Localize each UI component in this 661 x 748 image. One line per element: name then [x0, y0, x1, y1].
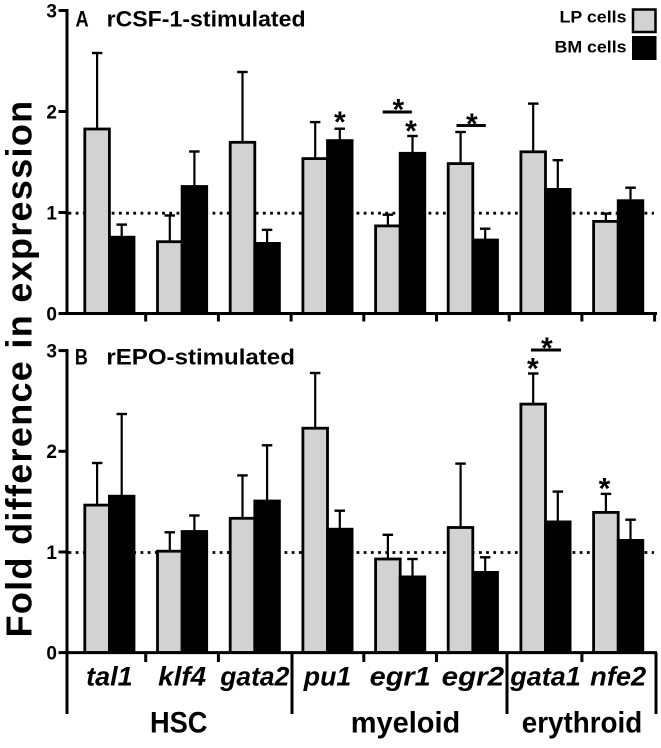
svg-text:3: 3	[46, 342, 57, 363]
svg-text:nfe2: nfe2	[590, 662, 646, 692]
svg-text:tal1: tal1	[86, 662, 133, 692]
svg-text:*: *	[392, 94, 404, 127]
svg-text:1: 1	[46, 203, 57, 224]
svg-text:*: *	[599, 473, 611, 506]
svg-text:myeloid: myeloid	[351, 706, 461, 739]
svg-text:0: 0	[46, 644, 57, 665]
svg-text:*: *	[405, 115, 417, 148]
svg-text:pu1: pu1	[303, 662, 351, 692]
svg-text:2: 2	[46, 102, 57, 123]
svg-text:klf4: klf4	[158, 662, 206, 692]
svg-text:3: 3	[46, 1, 57, 22]
svg-text:rEPO-stimulated: rEPO-stimulated	[106, 345, 295, 370]
svg-text:egr2: egr2	[442, 662, 505, 692]
svg-text:gata2: gata2	[219, 662, 289, 692]
svg-text:0: 0	[46, 304, 57, 325]
svg-text:rCSF-1-stimulated: rCSF-1-stimulated	[107, 7, 306, 32]
svg-text:LP cells: LP cells	[560, 8, 627, 27]
svg-text:erythroid: erythroid	[522, 706, 643, 739]
svg-text:egr1: egr1	[370, 662, 431, 692]
svg-text:Fold difference in expression: Fold difference in expression	[0, 100, 40, 638]
svg-text:BM cells: BM cells	[555, 37, 627, 56]
svg-text:*: *	[527, 353, 539, 386]
svg-text:HSC: HSC	[150, 707, 208, 740]
svg-text:2: 2	[46, 442, 57, 463]
svg-text:B: B	[75, 345, 88, 370]
svg-text:gata1: gata1	[509, 662, 580, 692]
svg-text:1: 1	[46, 543, 57, 564]
svg-text:A: A	[76, 7, 89, 32]
svg-text:*: *	[334, 106, 346, 139]
